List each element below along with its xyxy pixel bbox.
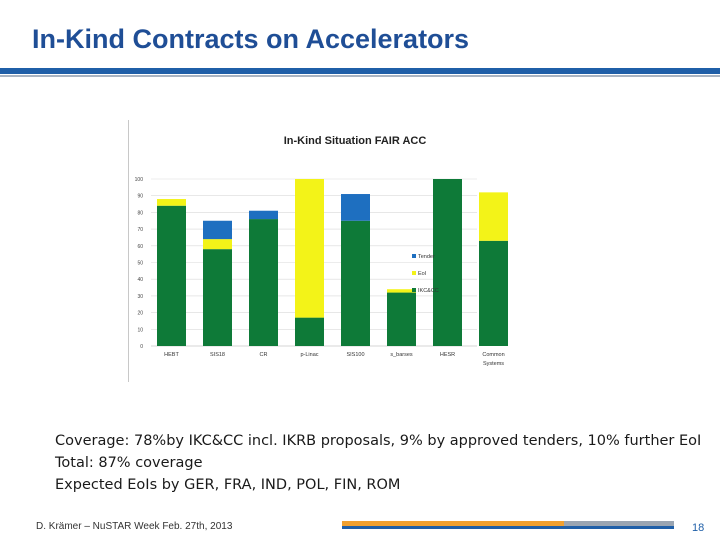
legend-label: Tender [418,254,435,260]
bar-eoi [387,289,416,293]
y-tick-label: 80 [137,210,143,216]
y-tick-label: 70 [137,227,143,233]
expected-eoi-line: Expected EoIs by GER, FRA, IND, POL, FIN… [55,477,401,493]
bar-ikc-cc [479,240,508,346]
y-tick-label: 10 [137,327,143,333]
bar-eoi [203,239,232,250]
page-number: 18 [692,522,705,534]
y-tick-label: 30 [137,294,143,300]
x-tick-label: CR [260,352,268,358]
y-tick-label: 50 [137,261,143,267]
legend-label: EoI [418,271,427,277]
bar-eoi [479,192,508,241]
chart-frame: In-Kind Situation FAIR ACC 0 10 20 30 40 50 60 7… [128,120,519,382]
footer-bar-grey [564,521,674,526]
bar-tender [249,210,278,220]
coverage-summary: Coverage: 78%by IKC&CC incl. IKRB propos… [55,430,705,496]
bar-ikc-cc [387,292,416,346]
bar-ikc-cc [157,205,186,346]
footer-text: D. Krämer – NuSTAR Week Feb. 27th, 2013 [36,521,233,532]
x-tick-label: HEBT [164,352,179,358]
y-tick-label: 60 [137,244,143,250]
legend-label: IKC&CC [418,288,439,294]
coverage-line: Coverage: 78%by IKC&CC incl. IKRB propos… [55,433,702,449]
bar-ikc-cc [203,249,232,346]
legend-swatch [412,254,416,258]
footer-bar-blue [342,526,674,529]
title-rule [0,68,720,74]
x-tick-label: Common [482,352,504,358]
bar-ikc-cc [433,179,462,346]
x-tick-label: s_barses [390,352,413,358]
chart-title: In-Kind Situation FAIR ACC [284,135,427,147]
title-rule-secondary [0,75,720,77]
x-tick-label: p-Linac [300,352,318,358]
x-tick-label: SIS100 [346,352,364,358]
bar-tender [341,194,370,221]
footer-bar-orange [342,521,564,526]
bar-ikc-cc [341,220,370,346]
total-line: Total: 87% coverage [55,455,203,471]
y-tick-label: 20 [137,311,143,317]
y-tick-label: 90 [137,194,143,200]
bar-ikc-cc [249,219,278,346]
legend-swatch [412,271,416,275]
bar-tender [203,220,232,240]
y-tick-label: 40 [137,277,143,283]
stacked-bar-chart: In-Kind Situation FAIR ACC 0 10 20 30 40 50 60 7… [135,135,508,367]
bar-eoi [295,179,324,318]
bar-ikc-cc [295,317,324,346]
x-tick-label: Systems [483,361,504,367]
x-tick-label: HESR [440,352,455,358]
y-tick-label: 0 [140,344,143,350]
bar-eoi [157,199,186,206]
legend-swatch [412,288,416,292]
x-tick-label: SIS18 [210,352,225,358]
y-tick-label: 100 [135,177,144,183]
slide-title: In-Kind Contracts on Accelerators [32,24,470,54]
